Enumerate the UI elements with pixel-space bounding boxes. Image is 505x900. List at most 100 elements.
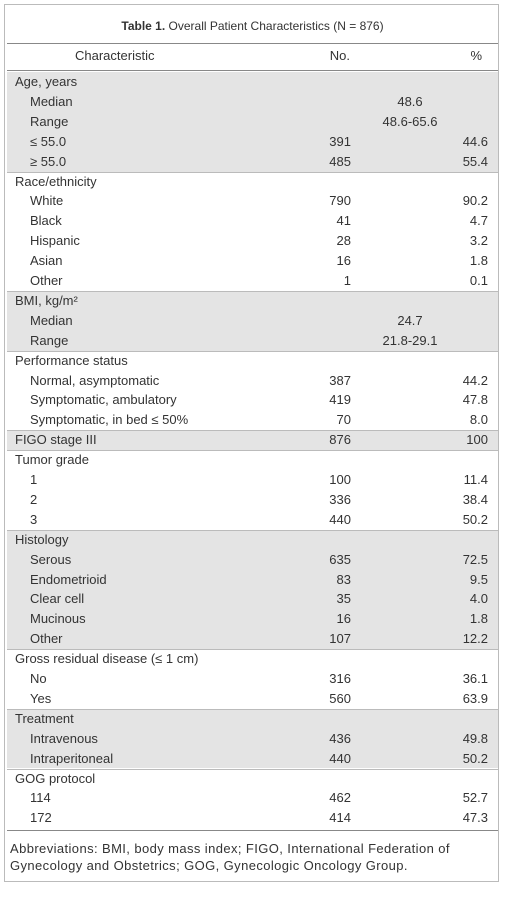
table-label: Table 1. bbox=[121, 19, 166, 33]
rule bbox=[7, 649, 498, 651]
rule bbox=[7, 430, 498, 432]
count: 436 bbox=[329, 730, 351, 746]
row-label: Endometrioid bbox=[30, 571, 107, 587]
count: 35 bbox=[336, 591, 351, 607]
percent: 90.2 bbox=[462, 193, 488, 209]
percent: 47.8 bbox=[462, 392, 488, 408]
group-label: Tumor grade bbox=[15, 452, 89, 468]
rule bbox=[7, 830, 498, 832]
group-band bbox=[7, 72, 498, 172]
row-label: Range bbox=[30, 332, 69, 348]
percent: 49.8 bbox=[462, 730, 488, 746]
group-label: Histology bbox=[15, 531, 69, 547]
count: 440 bbox=[329, 750, 351, 766]
count: 391 bbox=[329, 133, 351, 149]
percent: 11.4 bbox=[463, 472, 488, 487]
percent: 100 bbox=[466, 432, 488, 448]
group-band bbox=[7, 430, 498, 451]
percent: 72.5 bbox=[462, 551, 488, 567]
percent: 36.1 bbox=[462, 671, 488, 686]
percent: 63.9 bbox=[462, 690, 488, 706]
group-band bbox=[7, 290, 498, 351]
percent: 44.6 bbox=[462, 133, 488, 149]
column-header: % bbox=[470, 48, 482, 63]
row-label: Other bbox=[30, 631, 63, 647]
group-label: GOG protocol bbox=[15, 770, 96, 786]
footnote: Abbreviations: BMI, body mass index; FIG… bbox=[10, 841, 450, 873]
rule bbox=[7, 70, 498, 71]
rule bbox=[7, 350, 498, 352]
percent: 8.0 bbox=[469, 412, 488, 428]
column-header: Characteristic bbox=[75, 48, 155, 63]
group-label: BMI, kg/m² bbox=[15, 292, 78, 308]
rule bbox=[7, 43, 498, 44]
row-label: Symptomatic, in bed ≤ 50% bbox=[30, 412, 189, 428]
percent: 0.1 bbox=[469, 273, 488, 288]
percent: 3.2 bbox=[469, 233, 488, 249]
count: 16 bbox=[336, 611, 351, 627]
count: 414 bbox=[329, 810, 351, 826]
percent: 4.0 bbox=[469, 591, 488, 607]
rule bbox=[7, 290, 498, 292]
merged-value: 48.6 bbox=[397, 93, 423, 109]
rule bbox=[7, 450, 498, 452]
percent: 4.7 bbox=[469, 213, 488, 229]
percent: 55.4 bbox=[462, 153, 488, 169]
count: 316 bbox=[329, 671, 351, 686]
percent: 50.2 bbox=[462, 750, 488, 766]
group-label: Gross residual disease (≤ 1 cm) bbox=[15, 651, 199, 667]
percent: 47.3 bbox=[462, 810, 488, 826]
row-label: Normal, asymptomatic bbox=[30, 372, 160, 388]
count: 440 bbox=[329, 511, 351, 527]
rule bbox=[7, 768, 498, 770]
count: 485 bbox=[329, 153, 351, 169]
group-label: Treatment bbox=[15, 710, 74, 726]
row-label: Median bbox=[30, 93, 73, 109]
count: 1 bbox=[343, 273, 351, 288]
row-label: ≥ 55.0 bbox=[30, 153, 67, 169]
row-label: Serous bbox=[30, 551, 72, 567]
row-label: Other bbox=[30, 273, 63, 288]
percent: 1.8 bbox=[469, 611, 488, 627]
row-label: Asian bbox=[30, 253, 63, 269]
group-label: Age, years bbox=[15, 74, 78, 89]
count: 83 bbox=[336, 571, 351, 587]
count: 28 bbox=[336, 233, 351, 249]
count: 41 bbox=[336, 213, 351, 229]
row-label: ≤ 55.0 bbox=[30, 133, 67, 149]
row-label: Mucinous bbox=[30, 611, 86, 627]
percent: 44.2 bbox=[462, 372, 488, 388]
group-label: Performance status bbox=[15, 352, 128, 368]
rule bbox=[7, 171, 498, 173]
percent: 52.7 bbox=[462, 790, 488, 806]
row-label: White bbox=[30, 193, 64, 209]
merged-value: 24.7 bbox=[397, 312, 423, 328]
row-label: Median bbox=[30, 312, 73, 328]
row-label: Black bbox=[30, 213, 62, 229]
rule bbox=[7, 708, 498, 710]
group-label: FIGO stage III bbox=[15, 432, 97, 448]
count: 107 bbox=[329, 631, 351, 647]
table-frame bbox=[4, 4, 499, 882]
count: 387 bbox=[329, 372, 351, 388]
row-label: Range bbox=[30, 113, 69, 129]
row-label: Intravenous bbox=[30, 730, 98, 746]
row-label: No bbox=[30, 671, 47, 686]
column-header: No. bbox=[329, 48, 350, 63]
row-label: 114 bbox=[30, 790, 51, 806]
percent: 9.5 bbox=[469, 571, 488, 587]
count: 560 bbox=[329, 690, 351, 706]
merged-value: 48.6-65.6 bbox=[382, 113, 438, 129]
table-title: Overall Patient Characteristics (N = 876… bbox=[168, 19, 384, 33]
percent: 38.4 bbox=[462, 491, 488, 507]
group-band bbox=[7, 529, 498, 650]
count: 336 bbox=[329, 491, 351, 507]
count: 462 bbox=[329, 790, 351, 806]
percent: 50.2 bbox=[462, 511, 488, 527]
percent: 12.2 bbox=[462, 631, 488, 647]
row-label: Clear cell bbox=[30, 591, 85, 607]
rule bbox=[7, 529, 498, 531]
row-label: Symptomatic, ambulatory bbox=[30, 392, 177, 408]
merged-value: 21.8-29.1 bbox=[382, 332, 438, 348]
